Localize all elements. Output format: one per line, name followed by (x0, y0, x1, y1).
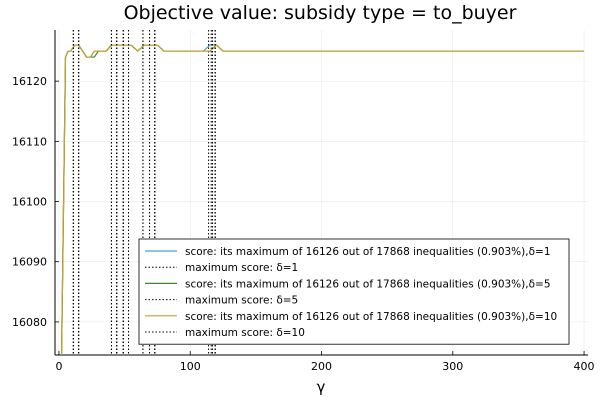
x-tick-label: 0 (55, 360, 62, 373)
score-line-4 (60, 44, 585, 355)
legend-entry-label: maximum score: δ=10 (185, 327, 305, 339)
legend: score: its maximum of 16126 out of 17868… (138, 238, 570, 345)
x-axis-label: γ (317, 378, 326, 396)
legend-box (138, 238, 570, 345)
legend-entry-label: maximum score: δ=1 (185, 262, 298, 274)
legend-entry-label: score: its maximum of 16126 out of 17868… (185, 311, 557, 323)
x-tick-label: 400 (574, 360, 595, 373)
legend-entry-label: score: its maximum of 16126 out of 17868… (185, 246, 551, 258)
y-tick-label: 16100 (12, 196, 47, 209)
legend-entry-label: maximum score: δ=5 (185, 295, 298, 307)
x-tick-label: 100 (180, 360, 201, 373)
y-tick-label: 16110 (12, 135, 47, 148)
y-tick-label: 16090 (12, 256, 47, 269)
y-tick-label: 16080 (12, 316, 47, 329)
x-tick-label: 300 (442, 360, 463, 373)
legend-entry-label: score: its maximum of 16126 out of 17868… (185, 278, 551, 290)
chart-title: Objective value: subsidy type = to_buyer (124, 2, 517, 24)
y-tick-label: 16120 (12, 75, 47, 88)
plot-area: 0 100 200 300 400 16080 16090 16100 16110 16120 (12, 30, 595, 373)
x-tick-label: 200 (311, 360, 332, 373)
